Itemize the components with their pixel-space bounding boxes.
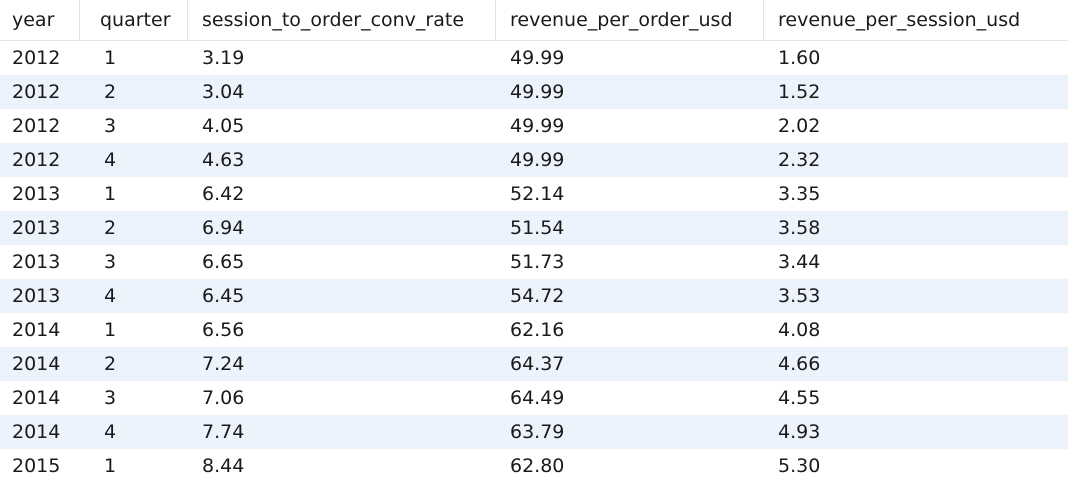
cell-revenue-per-session[interactable]: 3.44 <box>778 251 821 273</box>
column-header-revenue-per-order[interactable]: revenue_per_order_usd <box>496 0 764 40</box>
table-row[interactable]: 2012 1 3.19 49.99 1.60 <box>0 41 1068 75</box>
cell-conv-rate[interactable]: 6.42 <box>202 183 245 205</box>
table-row[interactable]: 2012 2 3.04 49.99 1.52 <box>0 75 1068 109</box>
cell-revenue-per-session[interactable]: 4.66 <box>778 353 821 375</box>
cell-conv-rate[interactable]: 8.44 <box>202 455 245 477</box>
cell-quarter[interactable]: 2 <box>104 353 117 375</box>
column-header-revenue-per-session[interactable]: revenue_per_session_usd <box>778 9 1021 31</box>
cell-conv-rate[interactable]: 4.63 <box>202 149 245 171</box>
cell-conv-rate[interactable]: 6.45 <box>202 285 245 307</box>
cell-revenue-per-session[interactable]: 4.08 <box>778 319 821 341</box>
cell-revenue-per-order[interactable]: 62.16 <box>510 319 565 341</box>
cell-revenue-per-session[interactable]: 4.93 <box>778 421 821 443</box>
cell-quarter[interactable]: 1 <box>104 319 117 341</box>
cell-revenue-per-session[interactable]: 3.58 <box>778 217 821 239</box>
cell-quarter[interactable]: 2 <box>104 217 117 239</box>
table-row[interactable]: 2015 1 8.44 62.80 5.30 <box>0 449 1068 483</box>
cell-quarter[interactable]: 4 <box>104 149 117 171</box>
cell-quarter[interactable]: 3 <box>104 251 117 273</box>
cell-revenue-per-session[interactable]: 1.52 <box>778 81 821 103</box>
table-row[interactable]: 2012 3 4.05 49.99 2.02 <box>0 109 1068 143</box>
table-row[interactable]: 2014 3 7.06 64.49 4.55 <box>0 381 1068 415</box>
header-row: year quarter session_to_order_conv_rate … <box>0 0 1068 41</box>
table-row[interactable]: 2012 4 4.63 49.99 2.32 <box>0 143 1068 177</box>
cell-quarter[interactable]: 4 <box>104 285 117 307</box>
cell-conv-rate[interactable]: 6.65 <box>202 251 245 273</box>
cell-quarter[interactable]: 2 <box>104 81 117 103</box>
cell-revenue-per-session[interactable]: 5.30 <box>778 455 821 477</box>
column-header-year[interactable]: year <box>0 0 80 40</box>
cell-year[interactable]: 2013 <box>12 285 61 307</box>
cell-year[interactable]: 2014 <box>12 387 61 409</box>
table-row[interactable]: 2013 2 6.94 51.54 3.58 <box>0 211 1068 245</box>
cell-revenue-per-order[interactable]: 49.99 <box>510 47 565 69</box>
cell-quarter[interactable]: 1 <box>104 183 117 205</box>
cell-conv-rate[interactable]: 7.06 <box>202 387 245 409</box>
cell-year[interactable]: 2014 <box>12 421 61 443</box>
cell-year[interactable]: 2015 <box>12 455 61 477</box>
cell-revenue-per-order[interactable]: 62.80 <box>510 455 565 477</box>
table-row[interactable]: 2013 4 6.45 54.72 3.53 <box>0 279 1068 313</box>
cell-revenue-per-order[interactable]: 52.14 <box>510 183 565 205</box>
cell-quarter[interactable]: 3 <box>104 115 117 137</box>
cell-revenue-per-order[interactable]: 49.99 <box>510 81 565 103</box>
column-header-quarter[interactable]: quarter <box>80 0 188 40</box>
column-header-conv-rate[interactable]: session_to_order_conv_rate <box>188 0 496 40</box>
table-row[interactable]: 2014 4 7.74 63.79 4.93 <box>0 415 1068 449</box>
table-row[interactable]: 2014 1 6.56 62.16 4.08 <box>0 313 1068 347</box>
cell-conv-rate[interactable]: 7.74 <box>202 421 245 443</box>
cell-revenue-per-order[interactable]: 49.99 <box>510 149 565 171</box>
cell-revenue-per-order[interactable]: 51.73 <box>510 251 565 273</box>
table-row[interactable]: 2014 2 7.24 64.37 4.66 <box>0 347 1068 381</box>
cell-conv-rate[interactable]: 6.56 <box>202 319 245 341</box>
cell-year[interactable]: 2013 <box>12 251 61 273</box>
cell-year[interactable]: 2012 <box>12 81 61 103</box>
cell-year[interactable]: 2012 <box>12 115 61 137</box>
cell-revenue-per-order[interactable]: 54.72 <box>510 285 565 307</box>
cell-revenue-per-session[interactable]: 1.60 <box>778 47 821 69</box>
cell-quarter[interactable]: 1 <box>104 47 117 69</box>
cell-revenue-per-session[interactable]: 2.32 <box>778 149 821 171</box>
cell-revenue-per-session[interactable]: 3.53 <box>778 285 821 307</box>
cell-revenue-per-order[interactable]: 63.79 <box>510 421 565 443</box>
cell-year[interactable]: 2014 <box>12 353 61 375</box>
cell-revenue-per-order[interactable]: 64.49 <box>510 387 565 409</box>
cell-conv-rate[interactable]: 7.24 <box>202 353 245 375</box>
cell-year[interactable]: 2014 <box>12 319 61 341</box>
cell-year[interactable]: 2013 <box>12 217 61 239</box>
cell-conv-rate[interactable]: 3.04 <box>202 81 245 103</box>
cell-revenue-per-order[interactable]: 49.99 <box>510 115 565 137</box>
cell-quarter[interactable]: 1 <box>104 455 117 477</box>
cell-revenue-per-session[interactable]: 3.35 <box>778 183 821 205</box>
cell-revenue-per-order[interactable]: 64.37 <box>510 353 565 375</box>
cell-revenue-per-order[interactable]: 51.54 <box>510 217 565 239</box>
cell-revenue-per-session[interactable]: 2.02 <box>778 115 821 137</box>
cell-conv-rate[interactable]: 6.94 <box>202 217 245 239</box>
cell-revenue-per-session[interactable]: 4.55 <box>778 387 821 409</box>
cell-quarter[interactable]: 3 <box>104 387 117 409</box>
table-row[interactable]: 2013 3 6.65 51.73 3.44 <box>0 245 1068 279</box>
cell-year[interactable]: 2012 <box>12 149 61 171</box>
table-row[interactable]: 2013 1 6.42 52.14 3.35 <box>0 177 1068 211</box>
cell-conv-rate[interactable]: 3.19 <box>202 47 245 69</box>
cell-year[interactable]: 2012 <box>12 47 61 69</box>
cell-quarter[interactable]: 4 <box>104 421 117 443</box>
cell-conv-rate[interactable]: 4.05 <box>202 115 245 137</box>
cell-year[interactable]: 2013 <box>12 183 61 205</box>
